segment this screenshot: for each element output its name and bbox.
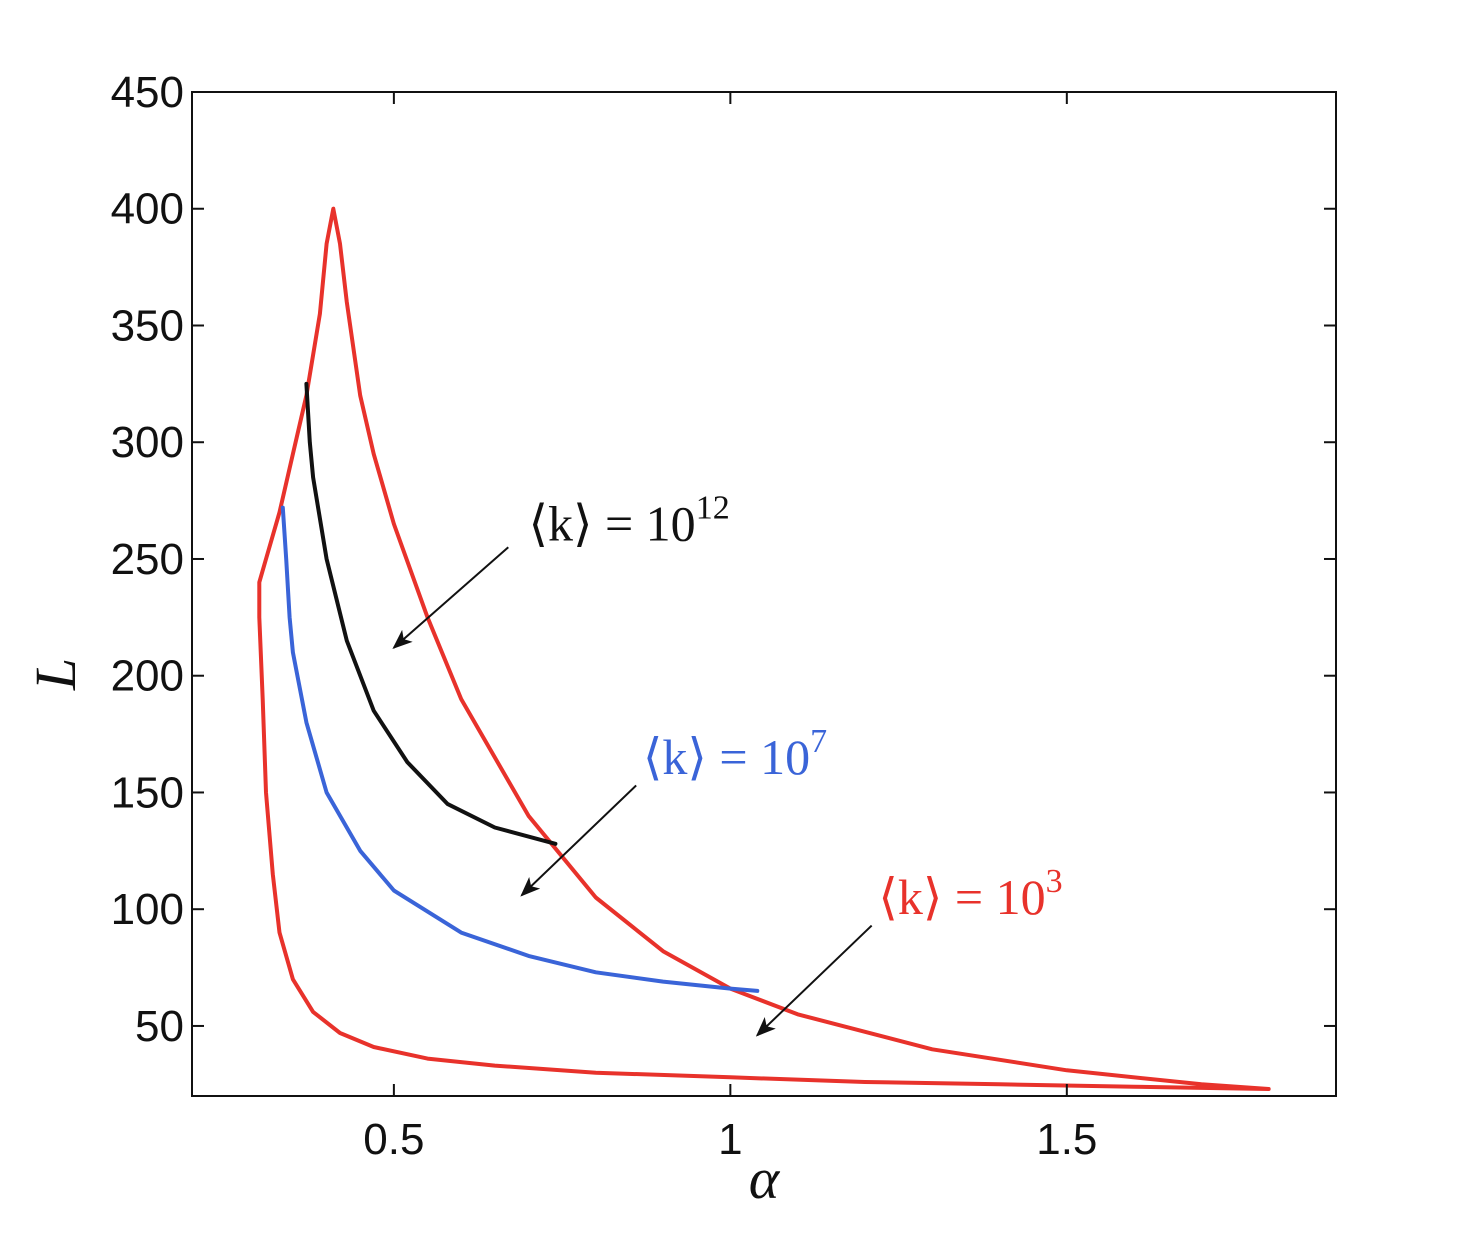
annotation-label-2: ⟨k⟩ = 103 [878, 863, 1062, 925]
x-tick-label: 0.5 [363, 1115, 424, 1164]
annotation-label-1: ⟨k⟩ = 107 [643, 723, 827, 785]
tick-layer: 0.5 1 1.5 50 100 150 200 250 300 350 400 450 [111, 68, 1336, 1164]
y-tick-label: 450 [111, 68, 184, 117]
annotation-layer: ⟨k⟩ = 1012 ⟨k⟩ = 107 ⟨k⟩ = 103 [392, 489, 1063, 1037]
annotation-arrow-0 [392, 546, 509, 650]
annotation-arrow-1 [520, 784, 637, 897]
series-layer [257, 206, 1271, 1091]
series-line-0 [257, 206, 1271, 1091]
x-axis-label: α [749, 1146, 781, 1211]
y-tick-label: 300 [111, 418, 184, 467]
y-tick-label: 150 [111, 768, 184, 817]
annotation-exponent: 7 [810, 723, 827, 760]
y-tick-label: 200 [111, 652, 184, 701]
y-axis-label: L [23, 658, 88, 691]
annotation-label-0: ⟨k⟩ = 1012 [528, 489, 729, 551]
y-tick-label: 250 [111, 535, 184, 584]
plot-frame [191, 91, 1337, 1097]
y-tick-label: 50 [135, 1002, 184, 1051]
y-tick-label: 100 [111, 885, 184, 934]
x-tick-label: 1.5 [1036, 1115, 1097, 1164]
y-tick-label: 350 [111, 301, 184, 350]
series-line-2 [304, 381, 558, 846]
annotation-exponent: 3 [1046, 863, 1063, 900]
series-line-1 [280, 505, 760, 993]
x-tick-label: 1 [718, 1115, 742, 1164]
annotation-arrow-2 [755, 924, 873, 1037]
annotation-exponent: 12 [696, 489, 730, 526]
y-tick-label: 400 [111, 185, 184, 234]
